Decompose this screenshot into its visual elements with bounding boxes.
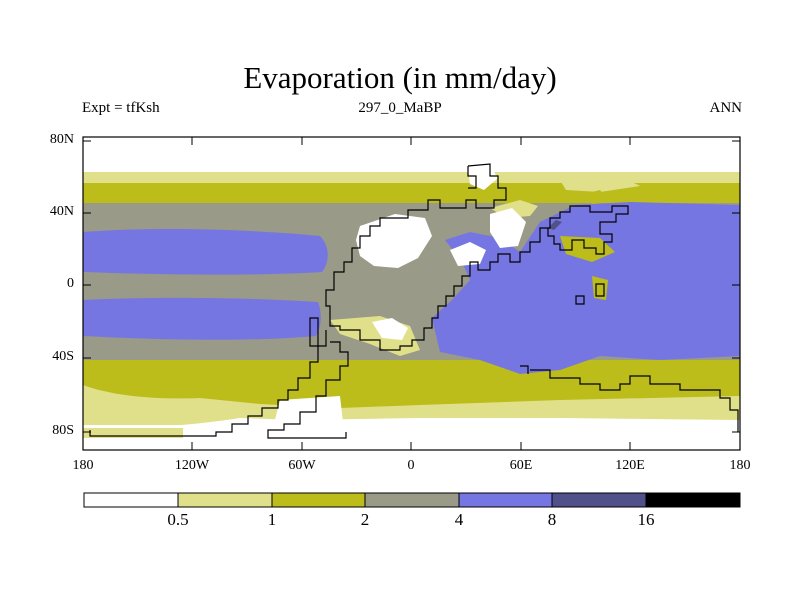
lat-label-40s: 40S — [52, 349, 74, 364]
dry-zone-north — [356, 214, 432, 268]
colorbar-swatch-3 — [271, 492, 366, 508]
lon-label-0: 0 — [407, 458, 415, 473]
lon-label-60e: 60E — [509, 458, 533, 473]
colorbar-label-16: 16 — [637, 510, 655, 529]
colorbar-label-4: 4 — [454, 510, 464, 529]
colorbar-swatch-1 — [83, 492, 179, 508]
colorbar-swatch-7 — [645, 492, 741, 508]
colorbar — [83, 492, 741, 508]
lon-label-120w: 120W — [174, 458, 210, 473]
colorbar-swatch-2 — [177, 492, 273, 508]
lon-label-120e: 120E — [615, 458, 645, 473]
season-label: ANN — [709, 100, 743, 116]
lon-label-180w: 180 — [72, 458, 94, 473]
colorbar-label-2: 2 — [360, 510, 370, 529]
experiment-label: Expt = tfKsh — [82, 100, 160, 116]
band-south-blue — [83, 297, 321, 340]
colorbar-label-0-5: 0.5 — [167, 510, 189, 529]
dry-zone-south — [372, 318, 408, 340]
lat-label-eq: 0 — [67, 276, 74, 291]
colorbar-label-8: 8 — [547, 510, 557, 529]
colorbar-swatch-5 — [458, 492, 553, 508]
colorbar-swatch-6 — [551, 492, 647, 508]
map-field — [83, 137, 740, 450]
colorbar-label-1: 1 — [267, 510, 277, 529]
lon-label-180e: 180 — [729, 458, 751, 473]
band-high-evap — [548, 220, 562, 230]
lat-label-40n: 40N — [49, 204, 74, 219]
lat-label-80s: 80S — [52, 423, 74, 438]
map-title: Evaporation (in mm/day) — [243, 60, 557, 95]
period-label: 297_0_MaBP — [358, 100, 442, 116]
lon-label-60w: 60W — [288, 458, 316, 473]
axis-ticks — [82, 137, 741, 450]
coastline — [89, 163, 739, 439]
band-south-light — [83, 385, 740, 427]
band-north-blue — [83, 229, 328, 275]
lat-label-80n: 80N — [49, 132, 74, 147]
colorbar-swatch-4 — [364, 492, 460, 508]
